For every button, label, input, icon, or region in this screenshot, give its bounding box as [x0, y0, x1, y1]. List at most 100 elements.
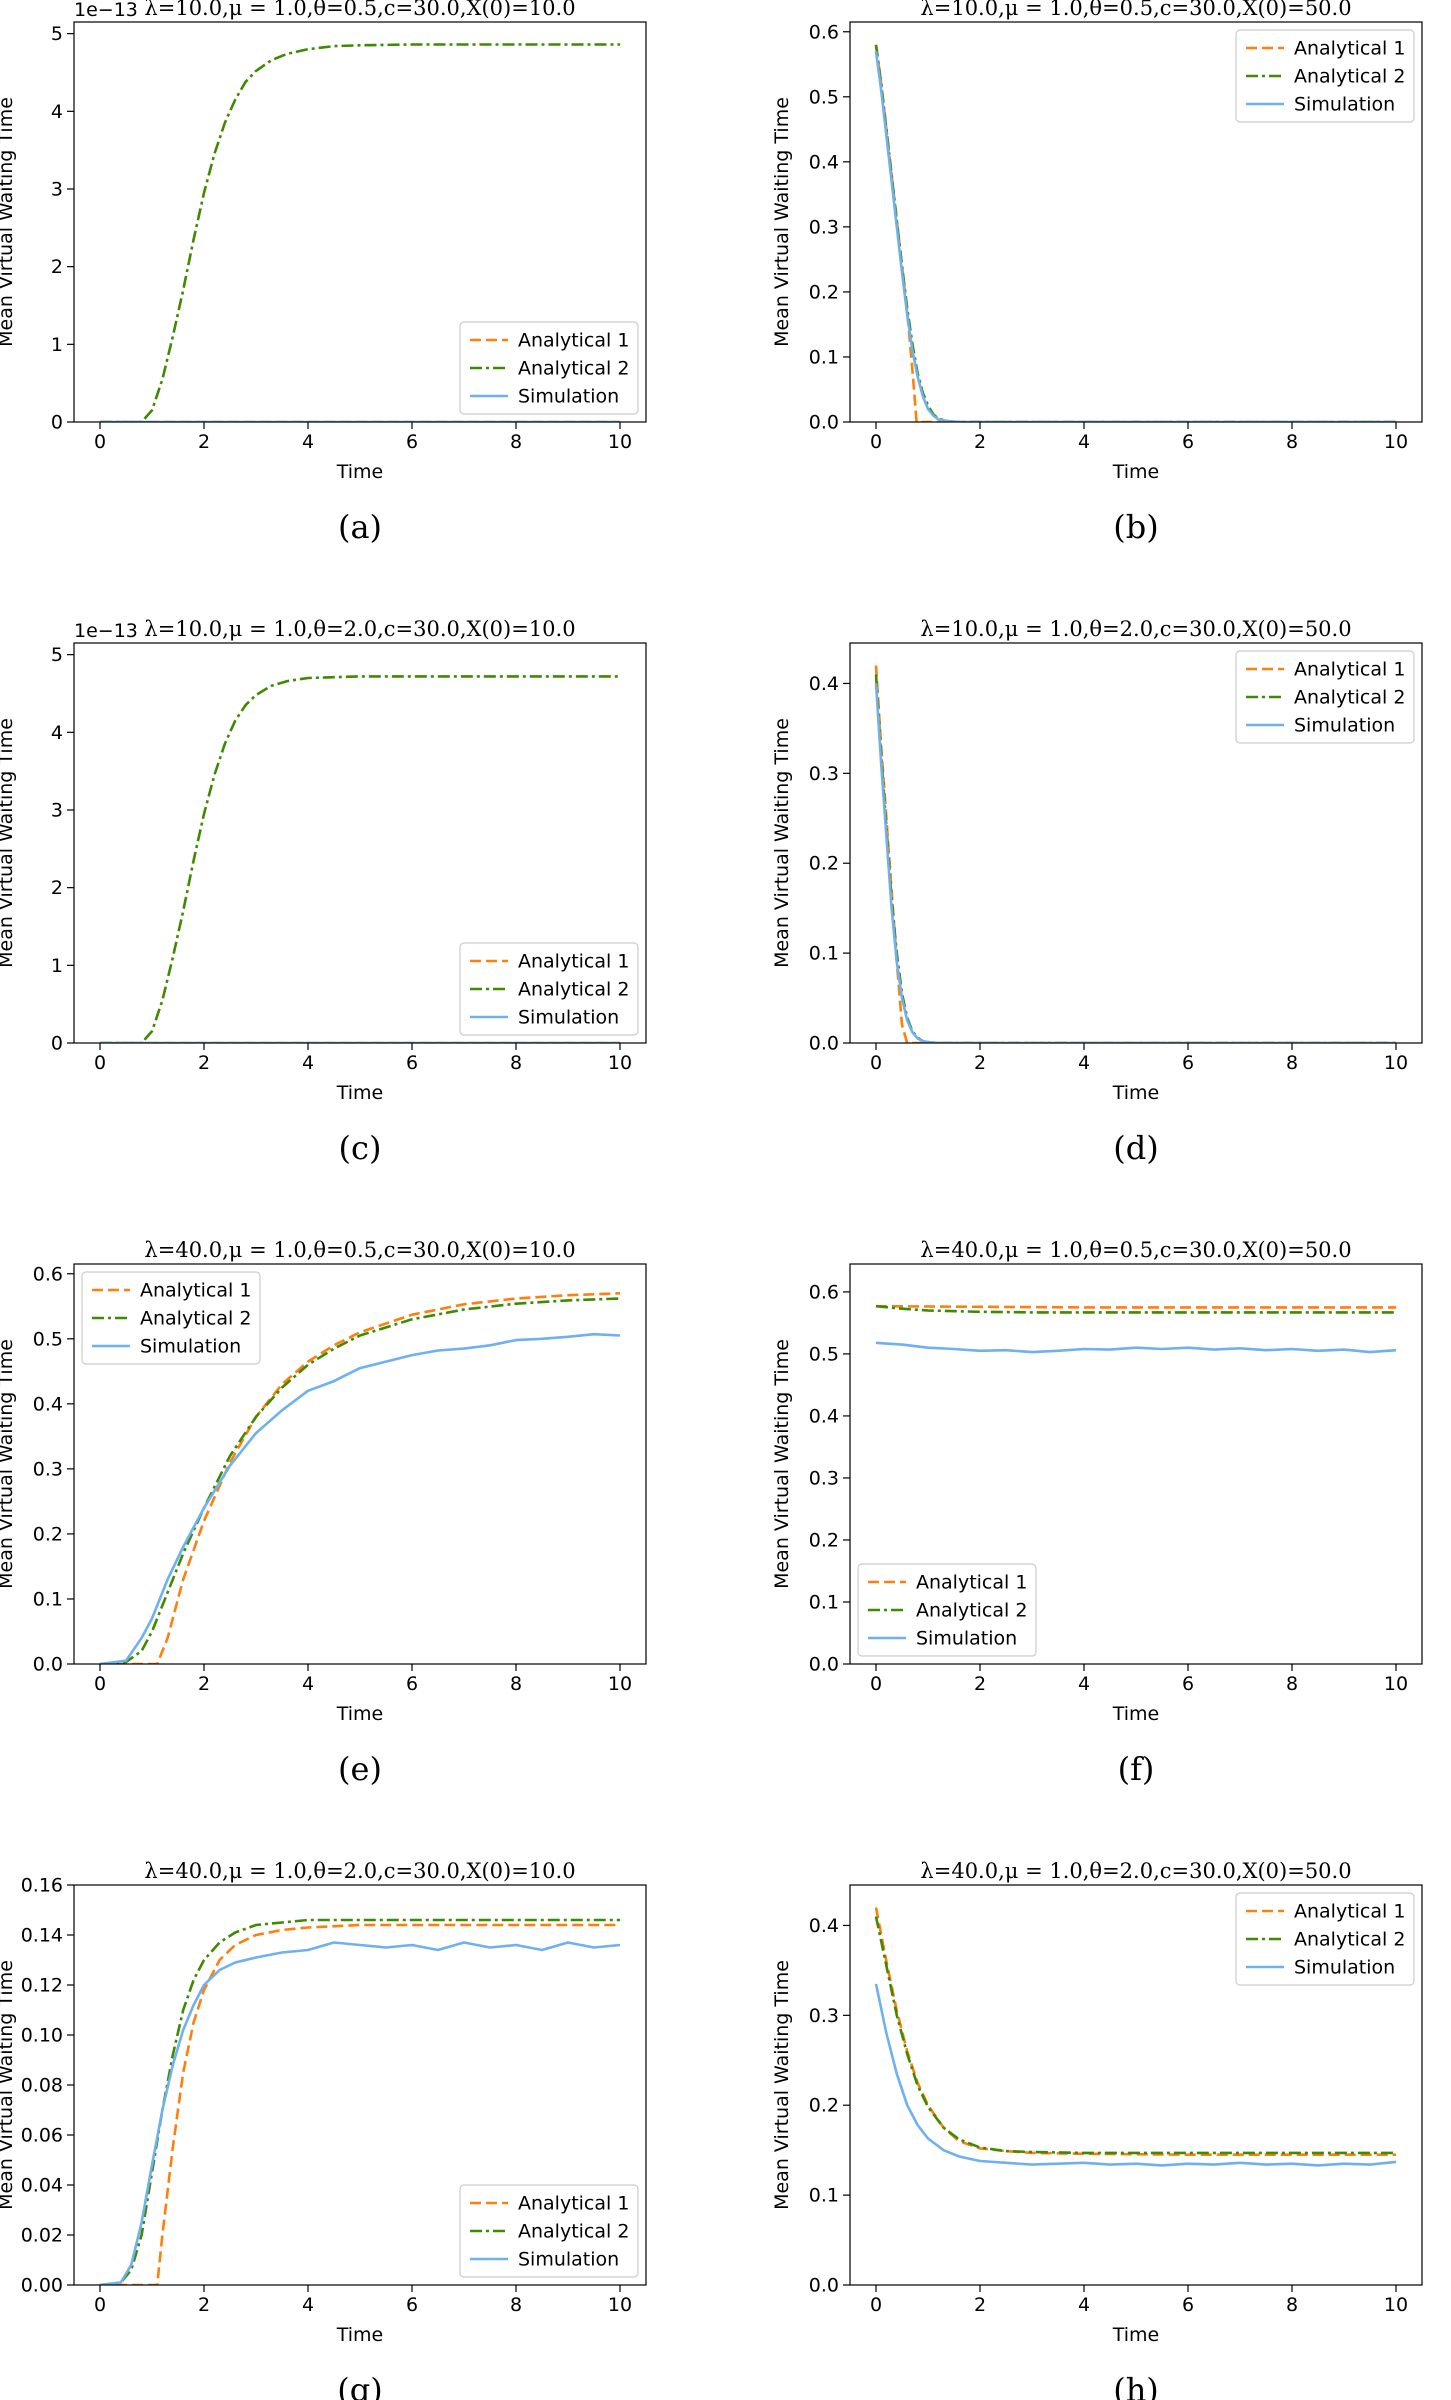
x-tick-label: 10: [1384, 2294, 1408, 2316]
axes-frame: [73, 21, 647, 423]
y-tick-label: 0.4: [809, 1915, 839, 1937]
axes-frame: [849, 1884, 1423, 2286]
y-tick-label: 0.0: [809, 412, 839, 434]
axes-frame: [849, 642, 1423, 1044]
x-tick-label: 6: [406, 431, 418, 453]
y-tick-label: 0.1: [809, 346, 839, 368]
y-tick-label: 0.1: [809, 1591, 839, 1613]
y-tick-label: 3: [51, 799, 63, 821]
legend: Analytical 1 Analytical 2 Simulation: [1235, 29, 1415, 123]
y-tick-label: 0.4: [33, 1393, 63, 1415]
x-tick-label: 2: [974, 431, 986, 453]
chart-title: λ=10.0,μ = 1.0,θ=0.5,c=30.0,X(0)=10.0: [144, 0, 575, 20]
x-tick-label: 4: [302, 1052, 314, 1074]
y-tick-label: 1: [51, 334, 63, 356]
legend-box: [459, 942, 639, 1036]
legend-entry: Analytical 2: [140, 1308, 251, 1330]
x-axis-label: Time: [336, 1703, 384, 1725]
legend-entry: Simulation: [518, 386, 619, 408]
x-tick-label: 2: [198, 431, 210, 453]
y-tick-label: 0.0: [33, 1654, 63, 1676]
x-tick-label: 2: [198, 1052, 210, 1074]
legend-box: [459, 2184, 639, 2278]
y-axis-label: Mean Virtual Waiting Time: [0, 97, 17, 347]
y-tick-label: 0.12: [21, 1975, 63, 1997]
y-tick-label: 0.16: [21, 1875, 63, 1897]
x-tick-label: 8: [1286, 2294, 1298, 2316]
y-tick-label: 0.1: [809, 943, 839, 965]
x-tick-label: 0: [870, 2294, 882, 2316]
x-axis-label: Time: [336, 2324, 384, 2346]
legend-entry: Analytical 1: [518, 2193, 629, 2215]
x-axis-label: Time: [336, 1082, 384, 1104]
legend: Analytical 1 Analytical 2 Simulation: [857, 1563, 1037, 1657]
x-tick-label: 8: [510, 1673, 522, 1695]
x-tick-label: 4: [1078, 1052, 1090, 1074]
x-tick-label: 0: [94, 2294, 106, 2316]
legend-entry: Simulation: [1294, 1957, 1395, 1979]
y-tick-label: 0.08: [21, 2075, 63, 2097]
legend-entry: Simulation: [140, 1336, 241, 1358]
y-tick-label: 0.6: [809, 1281, 839, 1303]
legend-entry: Simulation: [1294, 715, 1395, 737]
legend-entry: Analytical 2: [1294, 687, 1405, 709]
y-tick-label: 0.3: [33, 1458, 63, 1480]
series-line-analytical-1: [100, 1292, 621, 1664]
y-tick-label: 0.04: [21, 2175, 63, 2197]
x-tick-label: 8: [510, 431, 522, 453]
x-tick-label: 8: [1286, 1052, 1298, 1074]
subfigure-caption: (h): [1113, 2371, 1159, 2400]
y-axis-label: Mean Virtual Waiting Time: [771, 718, 793, 968]
y-tick-label: 5: [51, 23, 63, 45]
y-tick-label: 0.14: [21, 1925, 63, 1947]
x-tick-label: 4: [302, 1673, 314, 1695]
legend-entry: Simulation: [518, 1007, 619, 1029]
y-tick-label: 0.5: [809, 86, 839, 108]
y-tick-label: 4: [51, 101, 63, 123]
series-line-simulation: [874, 1983, 1397, 2167]
axes-frame: [849, 1263, 1423, 1665]
series-line-analytical-2: [875, 1304, 1396, 1314]
legend-entry: Analytical 2: [518, 358, 629, 380]
subfigure-caption: (b): [1113, 508, 1158, 546]
y-axis-label: Mean Virtual Waiting Time: [0, 718, 17, 968]
y-tick-label: 0.5: [33, 1328, 63, 1350]
series-line-simulation: [875, 1341, 1397, 1354]
legend-entry: Simulation: [916, 1628, 1017, 1650]
legend-entry: Analytical 1: [1294, 1901, 1405, 1923]
y-tick-label: 0.2: [809, 853, 839, 875]
y-tick-label: 0.0: [809, 2275, 839, 2297]
series-line-simulation: [874, 683, 1396, 1043]
legend-box: [857, 1563, 1037, 1657]
y-tick-label: 0.06: [21, 2125, 63, 2147]
chart-title: λ=10.0,μ = 1.0,θ=2.0,c=30.0,X(0)=50.0: [920, 617, 1351, 641]
x-tick-label: 6: [1182, 431, 1194, 453]
y-tick-label: 0.0: [809, 1033, 839, 1055]
series-line-analytical-2: [100, 675, 620, 1043]
y-offset-label: 1e−13: [74, 0, 138, 21]
chart-panel-5: 0 2 4 6 8 10 0.0 0.1 0.2 0.3 0.4 0.5 0.6 Time Mean Vir…: [771, 1238, 1423, 1788]
legend: Analytical 1 Analytical 2 Simulation: [81, 1271, 261, 1365]
legend: Analytical 1 Analytical 2 Simulation: [1235, 1892, 1415, 1986]
series-line-analytical-1: [875, 1304, 1396, 1309]
series-line-analytical-1: [100, 1923, 620, 2285]
chart-panel-6: 0 2 4 6 8 10 0.00 0.02 0.04 0.06 0.08 0.10 0.12 0.14 0…: [0, 1859, 647, 2400]
series-line-analytical-2: [100, 43, 620, 422]
y-tick-label: 0.2: [809, 1529, 839, 1551]
legend-entry: Analytical 2: [518, 979, 629, 1001]
y-tick-label: 0.2: [33, 1523, 63, 1545]
x-tick-label: 8: [1286, 431, 1298, 453]
chart-panel-4: 0 2 4 6 8 10 0.0 0.1 0.2 0.3 0.4 0.5 0.6 Time Mean Vir…: [0, 1238, 647, 1788]
legend-entry: Analytical 1: [1294, 38, 1405, 60]
y-tick-label: 0.4: [809, 673, 839, 695]
subfigure-caption: (c): [339, 1129, 382, 1167]
series-line-analytical-2: [874, 1916, 1396, 2155]
x-tick-label: 2: [974, 2294, 986, 2316]
legend-entry: Analytical 1: [518, 330, 629, 352]
x-tick-label: 8: [510, 2294, 522, 2316]
x-tick-label: 8: [1286, 1673, 1298, 1695]
y-tick-label: 0.2: [809, 281, 839, 303]
y-tick-label: 0.6: [809, 21, 839, 43]
x-tick-label: 2: [974, 1052, 986, 1074]
x-axis-label: Time: [1112, 1082, 1160, 1104]
